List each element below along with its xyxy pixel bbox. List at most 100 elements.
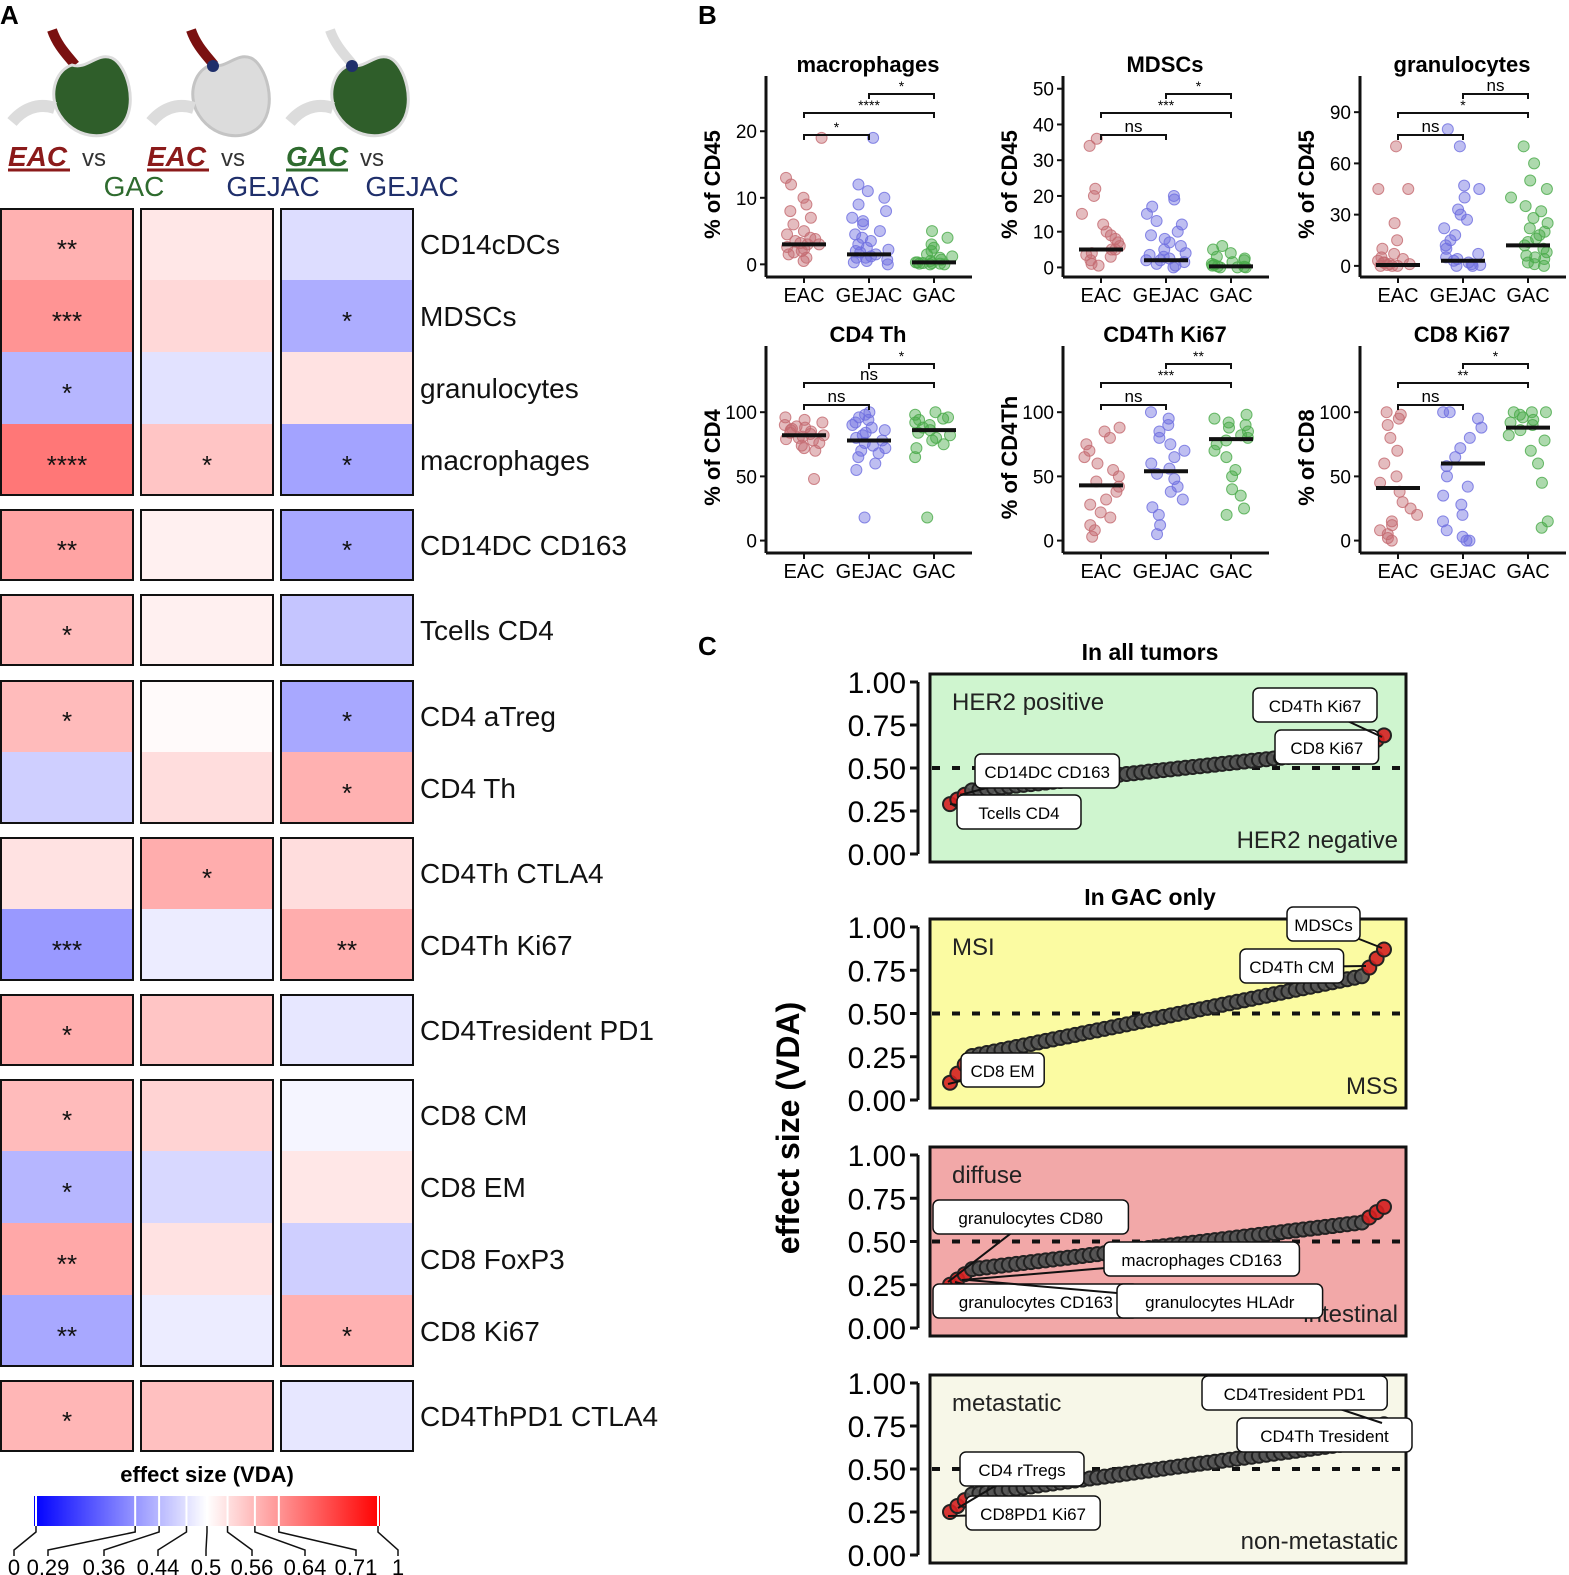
data-point — [1154, 519, 1167, 532]
legend-tick-leader — [13, 1526, 37, 1556]
data-point — [1440, 470, 1453, 483]
data-point — [1091, 457, 1104, 470]
data-point — [1388, 217, 1401, 230]
effect-size-panel: effect size (VDA) In all tumors HER2 posit… — [770, 639, 1413, 1573]
data-point — [1529, 251, 1542, 264]
comparison-a-label: GAC — [286, 141, 349, 172]
data-point — [1084, 519, 1097, 532]
subplot-title: CD4Th Ki67 — [1103, 322, 1226, 347]
data-point — [941, 231, 954, 244]
data-point — [804, 211, 817, 224]
legend-tick-label: 0.44 — [137, 1555, 180, 1575]
comparison-vs-label: vs — [360, 145, 384, 172]
significance-stars: * — [342, 706, 352, 736]
data-point — [1454, 442, 1467, 455]
heatmap-row-label: granulocytes — [420, 373, 579, 404]
x-tick-label: GEJAC — [1430, 561, 1497, 583]
heatmap-block-border — [280, 994, 414, 1066]
group-top-label: metastatic — [952, 1390, 1061, 1417]
data-point — [1080, 438, 1093, 451]
annotation-label: granulocytes CD163 — [959, 1293, 1113, 1312]
x-tick-label: EAC — [1080, 561, 1121, 583]
annotation-box — [1286, 906, 1361, 942]
legend-tick-leader — [103, 1526, 160, 1556]
significance-label: * — [834, 119, 840, 135]
legend-tick-leader — [226, 1526, 253, 1556]
data-point — [1090, 132, 1103, 145]
data-point — [879, 442, 892, 455]
effect-point — [1376, 1198, 1392, 1215]
significance-stars: * — [342, 450, 352, 480]
comparison-a-label: EAC — [8, 141, 68, 172]
annotation-label: MDSCs — [1294, 916, 1353, 935]
significance-label: ns — [828, 387, 846, 406]
data-point — [1391, 234, 1404, 247]
data-point — [1162, 419, 1175, 432]
data-point — [1239, 419, 1252, 432]
heatmap-cell — [140, 1380, 274, 1452]
data-point — [1238, 502, 1251, 515]
y-tick-label: 1.00 — [848, 1140, 906, 1173]
y-axis-label: % of CD4Th — [997, 396, 1022, 519]
annotation-box — [965, 1495, 1101, 1531]
heatmap-cell — [280, 280, 414, 352]
heatmap-row-label: CD14DC CD163 — [420, 530, 627, 561]
data-point — [1146, 200, 1159, 213]
data-point — [1171, 480, 1184, 493]
group-top-label: diffuse — [952, 1162, 1022, 1189]
heatmap-block-border — [0, 1079, 134, 1367]
legend-tick-leader — [254, 1526, 306, 1556]
significance-stars: ** — [57, 1249, 77, 1279]
significance-stars: * — [62, 1177, 72, 1207]
data-point — [861, 185, 874, 198]
significance-label: ** — [1458, 367, 1469, 383]
data-point — [1437, 406, 1450, 419]
data-point — [1152, 508, 1165, 521]
x-tick-label: GAC — [1209, 285, 1252, 307]
data-point — [1461, 480, 1474, 493]
data-point — [1519, 200, 1532, 213]
data-point — [880, 205, 893, 218]
data-point — [1240, 408, 1253, 421]
y-tick-label: 20 — [736, 122, 757, 143]
data-point — [1527, 212, 1540, 225]
heatmap-cell — [0, 280, 134, 352]
data-point — [1151, 528, 1164, 541]
heatmap-cell — [280, 1223, 414, 1295]
data-point — [946, 250, 959, 263]
significance-bracket — [803, 382, 935, 388]
heatmap-cell — [280, 1151, 414, 1223]
data-point — [1541, 515, 1554, 528]
heatmap-cell — [140, 208, 274, 280]
y-axis-label: % of CD8 — [1294, 409, 1319, 506]
significance-label: * — [1460, 97, 1466, 113]
significance-bracket — [1165, 363, 1232, 369]
data-point — [1175, 218, 1188, 231]
data-point — [1158, 232, 1171, 245]
heatmap-cell — [140, 752, 274, 824]
annotation-label: CD4 rTregs — [978, 1461, 1065, 1480]
data-point — [909, 408, 922, 421]
data-point — [1083, 139, 1096, 152]
data-point — [909, 451, 922, 464]
heatmap-cell — [0, 837, 134, 909]
significance-stars: *** — [52, 935, 82, 965]
x-tick-label: GEJAC — [1133, 285, 1200, 307]
y-axis-label: % of CD45 — [700, 130, 725, 239]
significance-stars: * — [62, 378, 72, 408]
y-tick-label: 30 — [1330, 206, 1351, 227]
data-point — [1178, 444, 1191, 457]
data-point — [1176, 493, 1189, 506]
data-point — [1226, 470, 1239, 483]
significance-stars: * — [62, 1105, 72, 1135]
x-tick-label: GAC — [1209, 561, 1252, 583]
stomach-icon-gac-vs-gejac — [285, 28, 410, 138]
significance-bracket — [868, 363, 935, 369]
group-bottom-label: HER2 negative — [1237, 827, 1398, 854]
data-point — [1523, 222, 1536, 235]
data-point — [1525, 406, 1538, 419]
heatmap-cell — [280, 424, 414, 496]
data-point — [1502, 429, 1515, 442]
y-tick-label: 0.75 — [848, 955, 906, 988]
